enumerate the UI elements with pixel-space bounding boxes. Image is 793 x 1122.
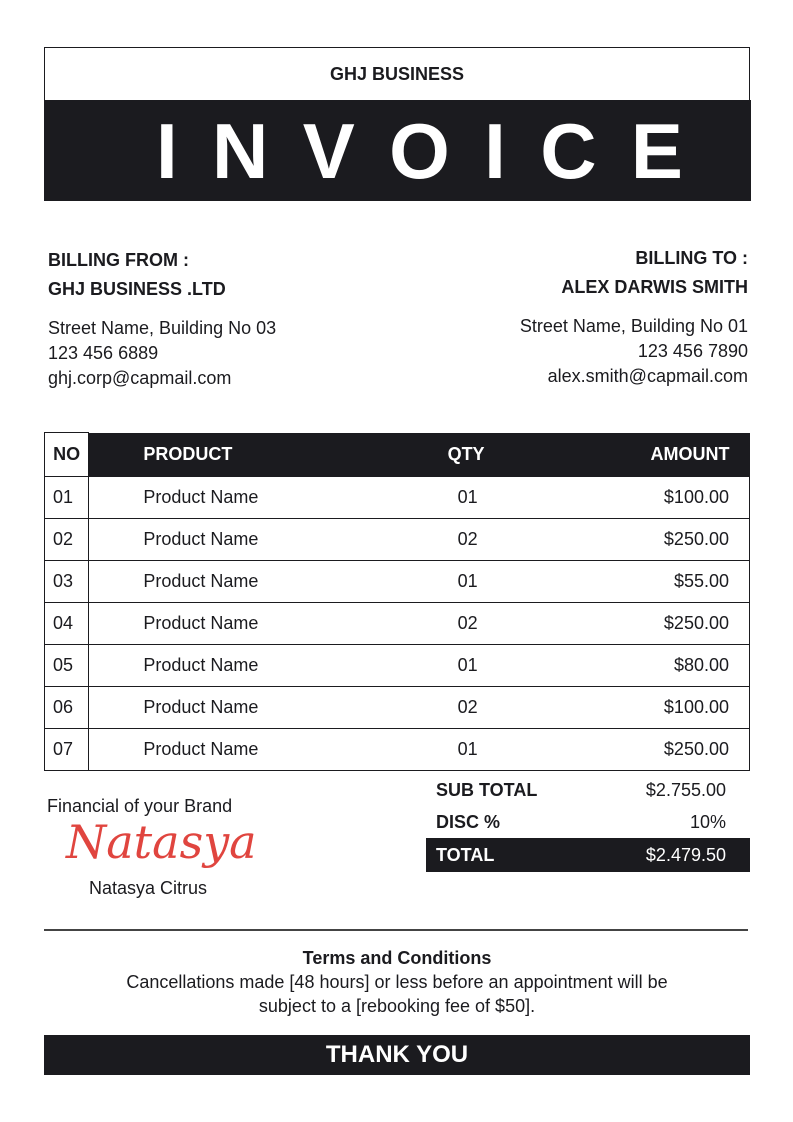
terms-line: subject to a [rebooking fee of $50]. — [258, 996, 536, 1016]
col-product: PRODUCT — [88, 432, 368, 477]
table-row: 01 Product Name 01 $100.00 — [43, 476, 750, 519]
row-no: 06 — [43, 686, 90, 729]
row-amount: $100.00 — [650, 686, 750, 729]
row-product: Product Name — [88, 686, 368, 729]
total-label: TOTAL — [436, 844, 495, 865]
discount-value: 10% — [689, 811, 726, 832]
signature-image: Natasya — [65, 820, 257, 869]
discount-label: DISC % — [436, 811, 501, 832]
row-no: 02 — [43, 518, 90, 561]
table-header: NO PRODUCT QTY AMOUNT — [43, 432, 750, 477]
row-qty: 01 — [367, 644, 651, 687]
row-product: Product Name — [88, 560, 368, 603]
row-no: 07 — [43, 728, 90, 771]
svg-text:Natasya: Natasya — [65, 820, 257, 869]
billing-to-address: Street Name, Building No 01 — [519, 316, 748, 336]
billing-from-email: ghj.corp@capmail.com — [48, 368, 232, 388]
row-no: 01 — [43, 476, 90, 519]
row-qty: 02 — [367, 602, 651, 645]
table-row: 02 Product Name 02 $250.00 — [43, 518, 750, 561]
table-row: 07 Product Name 01 $250.00 — [43, 728, 750, 771]
billing-from-label: BILLING FROM : — [48, 250, 189, 270]
subtotal-value: $2.755.00 — [645, 779, 726, 800]
total-value: $2.479.50 — [645, 844, 726, 865]
company-header: GHJ BUSINESS — [44, 47, 750, 100]
title-letter: O — [389, 106, 450, 195]
row-amount: $250.00 — [650, 728, 750, 771]
billing-from: BILLING FROM : GHJ BUSINESS .LTD Street … — [48, 246, 276, 391]
row-product: Product Name — [88, 476, 368, 519]
terms-line: Cancellations made [48 hours] or less be… — [126, 972, 668, 992]
col-qty: QTY — [367, 432, 651, 477]
signer-name: Natasya Citrus — [89, 878, 208, 898]
divider — [44, 929, 748, 931]
subtotal-label: SUB TOTAL — [436, 779, 538, 800]
row-product: Product Name — [88, 644, 368, 687]
billing-to: BILLING TO : ALEX DARWIS SMITH Street Na… — [520, 244, 748, 389]
billing-to-label: BILLING TO : — [635, 248, 748, 268]
row-amount: $80.00 — [650, 644, 750, 687]
row-amount: $250.00 — [650, 602, 750, 645]
row-amount: $250.00 — [650, 518, 750, 561]
row-amount: $100.00 — [650, 476, 750, 519]
company-name: GHJ BUSINESS — [329, 63, 465, 84]
billing-from-address: Street Name, Building No 03 — [48, 318, 277, 338]
billing-to-email: alex.smith@capmail.com — [547, 366, 748, 386]
billing-from-name: GHJ BUSINESS .LTD — [48, 279, 226, 299]
billing-to-name: ALEX DARWIS SMITH — [561, 277, 748, 297]
title-letter: E — [630, 106, 683, 195]
title-letter: I — [484, 106, 506, 195]
billing-from-phone: 123 456 6889 — [48, 343, 159, 363]
row-no: 05 — [43, 644, 90, 687]
row-amount: $55.00 — [650, 560, 750, 603]
items-table: NO PRODUCT QTY AMOUNT 01 Product Name 01 $1… — [43, 432, 750, 771]
row-qty: 01 — [367, 728, 651, 771]
totals: SUB TOTAL $2.755.00 DISC % 10% TOTAL $2.479… — [426, 774, 750, 872]
row-qty: 02 — [367, 518, 651, 561]
row-no: 04 — [43, 602, 90, 645]
invoice-title: I N V O I C E — [44, 100, 751, 201]
title-letter: V — [302, 106, 355, 195]
row-product: Product Name — [88, 728, 368, 771]
table-row: 04 Product Name 02 $250.00 — [43, 602, 750, 645]
signer-role: Financial of your Brand — [47, 796, 233, 816]
row-product: Product Name — [88, 602, 368, 645]
terms: Terms and Conditions Cancellations made … — [44, 946, 750, 1018]
row-product: Product Name — [88, 518, 368, 561]
billing-to-phone: 123 456 7890 — [637, 341, 748, 361]
row-no: 03 — [43, 560, 90, 603]
table-row: 06 Product Name 02 $100.00 — [43, 686, 750, 729]
title-letter: N — [212, 106, 269, 195]
row-qty: 02 — [367, 686, 651, 729]
col-no: NO — [43, 432, 90, 477]
title-letter: C — [540, 106, 597, 195]
row-qty: 01 — [367, 476, 651, 519]
row-qty: 01 — [367, 560, 651, 603]
title-letter: I — [156, 106, 178, 195]
thank-you-banner: THANK YOU — [44, 1035, 750, 1075]
col-amount: AMOUNT — [650, 432, 750, 477]
thank-you-text: THANK YOU — [325, 1041, 469, 1068]
table-row: 03 Product Name 01 $55.00 — [43, 560, 750, 603]
table-row: 05 Product Name 01 $80.00 — [43, 644, 750, 687]
terms-title: Terms and Conditions — [302, 948, 492, 968]
